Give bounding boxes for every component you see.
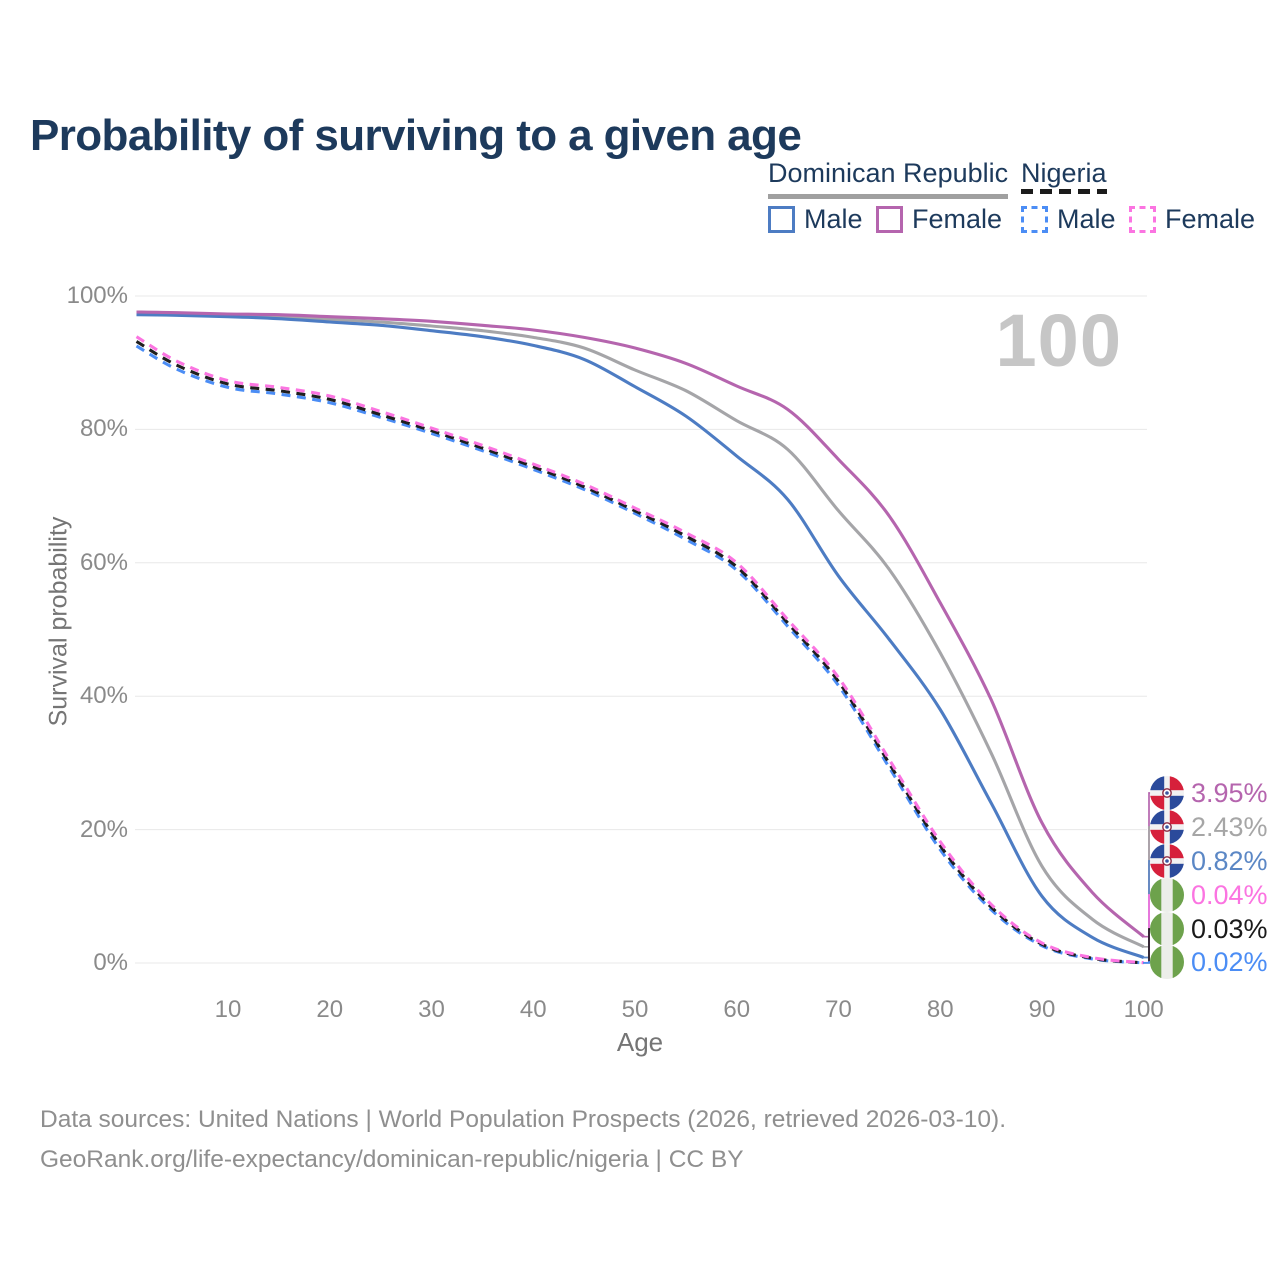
curve-ng_male[interactable] bbox=[135, 344, 1144, 965]
x-tick-40: 40 bbox=[519, 996, 547, 1023]
end-label-ng_both: 0.03% bbox=[1150, 911, 1268, 947]
x-tick-100: 100 bbox=[1123, 996, 1164, 1023]
x-tick-50: 50 bbox=[621, 996, 649, 1023]
y-tick-80: 80% bbox=[79, 415, 128, 443]
dr-male-swatch-icon bbox=[768, 205, 795, 233]
dominican-republic-flag-icon bbox=[1150, 810, 1184, 844]
x-tick-30: 30 bbox=[418, 996, 445, 1023]
page-title: Probability of surviving to a given age bbox=[30, 111, 802, 161]
end-label-ng_female: 0.04% bbox=[1150, 877, 1268, 913]
curve-dr_both[interactable] bbox=[136, 311, 1145, 949]
y-tick-100: 100% bbox=[66, 282, 128, 309]
y-tick-0: 0% bbox=[93, 949, 128, 976]
end-label-dr_female: 3.95% bbox=[1150, 775, 1268, 811]
end-label-value: 0.82% bbox=[1191, 845, 1268, 876]
attribution-note: GeoRank.org/life-expectancy/dominican-re… bbox=[40, 1146, 744, 1173]
data-source-note: Data sources: United Nations | World Pop… bbox=[40, 1106, 1007, 1133]
end-label-value: 0.02% bbox=[1191, 946, 1268, 977]
x-tick-10: 10 bbox=[214, 996, 242, 1023]
legend-item-ng-female[interactable]: Female bbox=[1129, 202, 1255, 236]
nigeria-flag-icon bbox=[1150, 945, 1184, 979]
end-label-dr_male: 0.82% bbox=[1150, 843, 1268, 879]
legend-item-label: Female bbox=[1165, 203, 1256, 234]
gridlines bbox=[135, 295, 1147, 964]
legend-item-label: Male bbox=[1057, 203, 1116, 234]
legend-item-label: Female bbox=[912, 203, 1003, 234]
end-label-value: 3.95% bbox=[1191, 777, 1268, 808]
ng-male-swatch-icon bbox=[1021, 205, 1048, 233]
curve-ng_both[interactable] bbox=[135, 340, 1144, 965]
end-label-value: 2.43% bbox=[1191, 811, 1268, 842]
curve-dr_female[interactable] bbox=[136, 310, 1145, 938]
nigeria-flag-icon bbox=[1150, 878, 1184, 912]
y-tick-20: 20% bbox=[79, 815, 128, 843]
x-tick-90: 90 bbox=[1028, 996, 1056, 1023]
curve-dr_male[interactable] bbox=[136, 313, 1145, 959]
curve-ng_female[interactable] bbox=[135, 335, 1144, 965]
end-label-value: 0.03% bbox=[1191, 913, 1268, 944]
y-axis-title: Survival probability bbox=[44, 516, 73, 727]
x-tick-60: 60 bbox=[723, 996, 751, 1023]
legend-item-label: Male bbox=[804, 203, 863, 234]
y-tick-40: 40% bbox=[79, 682, 128, 710]
survival-curves[interactable] bbox=[135, 310, 1145, 965]
legend-item-dr-male[interactable]: Male bbox=[768, 202, 863, 236]
y-tick-60: 60% bbox=[79, 548, 128, 576]
x-axis-title: Age bbox=[616, 1027, 664, 1057]
end-label-ng_male: 0.02% bbox=[1150, 944, 1268, 980]
end-label-dr_both: 2.43% bbox=[1150, 809, 1268, 845]
ng-female-swatch-icon bbox=[1129, 205, 1156, 233]
nigeria-flag-icon bbox=[1150, 912, 1184, 946]
legend-item-ng-male[interactable]: Male bbox=[1021, 202, 1116, 236]
age-hover-indicator: 100 bbox=[995, 299, 1122, 382]
end-label-value: 0.04% bbox=[1191, 879, 1268, 910]
dominican-republic-flag-icon bbox=[1150, 844, 1184, 878]
legend-item-dr-female[interactable]: Female bbox=[876, 202, 1002, 236]
x-tick-70: 70 bbox=[825, 996, 852, 1023]
dr-female-swatch-icon bbox=[876, 205, 903, 233]
legend-group-nigeria[interactable]: Nigeria bbox=[1021, 158, 1107, 194]
x-tick-80: 80 bbox=[926, 996, 954, 1023]
x-tick-20: 20 bbox=[316, 996, 344, 1023]
dominican-republic-flag-icon bbox=[1150, 776, 1184, 810]
legend-group-dominican-republic[interactable]: Dominican Republic bbox=[768, 158, 1009, 199]
